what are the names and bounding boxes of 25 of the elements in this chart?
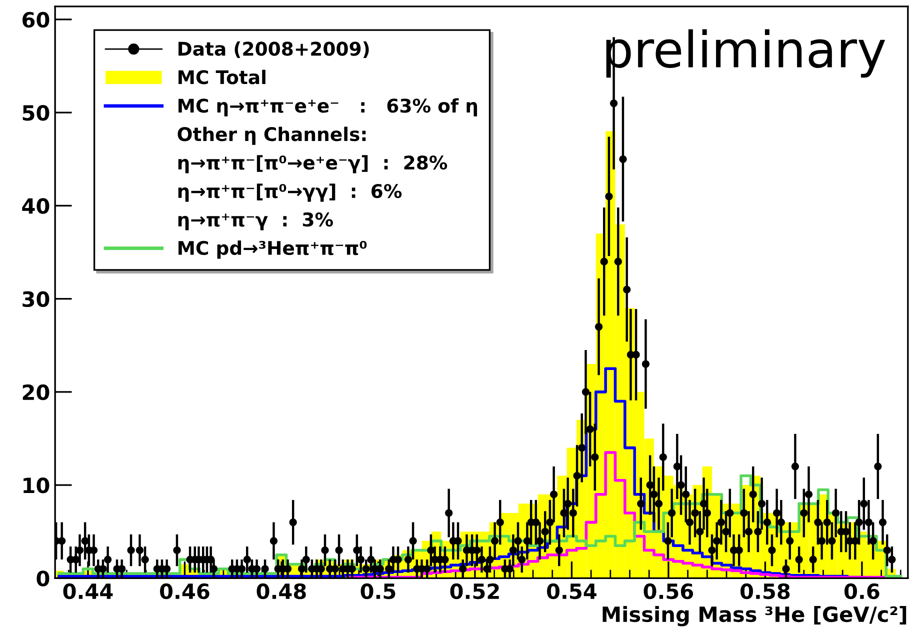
y-tick-label: 20	[22, 384, 50, 400]
legend-label: MC pd→³Heπ⁺π⁻π⁰	[178, 240, 367, 259]
x-tick-label: 0.56	[644, 583, 694, 600]
legend-label: MC η→π⁺π⁻e⁺e⁻ : 63% of η	[178, 98, 478, 116]
annotation: η→π⁺π⁻γ : 3%	[178, 212, 333, 230]
x-tick-label: 0.46	[160, 583, 210, 600]
x-axis-title: Missing Mass ³He [GeV/c²]	[602, 606, 906, 626]
y-tick-label: 0	[36, 570, 50, 586]
x-tick-label: 0.54	[547, 583, 596, 600]
y-tick-label: 10	[24, 478, 50, 494]
y-tick-label: 40	[22, 198, 50, 214]
annotation: η→π⁺π⁻[π⁰→e⁺e⁻γ] : 28%	[178, 155, 448, 174]
x-tick-label: 0.44	[63, 583, 113, 600]
x-tick-label: 0.5	[360, 583, 396, 600]
annotation: η→π⁺π⁻[π⁰→γγ] : 6%	[178, 184, 402, 202]
x-tick-label: 0.58	[740, 583, 790, 600]
y-tick-label: 30	[22, 291, 50, 308]
y-tick-label: 50	[22, 105, 50, 121]
x-tick-label: 0.52	[450, 583, 499, 600]
annotation: Other η Channels:	[178, 126, 366, 145]
legend-label: Data (2008+2009)	[178, 41, 369, 58]
legend-label: MC Total	[178, 70, 266, 84]
x-tick-label: 0.48	[256, 583, 306, 600]
y-tick-label: 60	[22, 12, 50, 28]
x-tick-label: 0.6	[844, 583, 880, 600]
